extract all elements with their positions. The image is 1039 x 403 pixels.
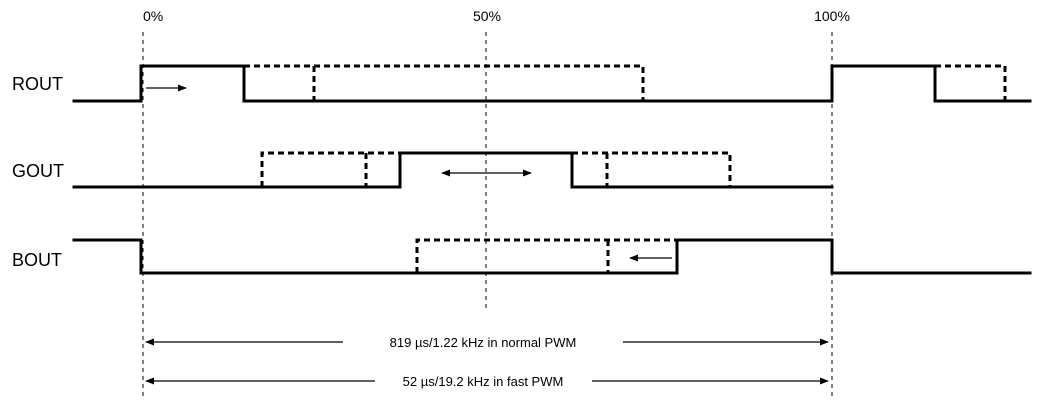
rout-waveform <box>72 64 1032 103</box>
fast-pwm-period-label: 52 µs/19.2 kHz in fast PWM <box>403 374 564 389</box>
bout-waveform <box>72 238 1032 275</box>
gout-falling-range-dashed <box>572 151 732 187</box>
gout-waveform <box>72 151 834 189</box>
signal-label-rout: ROUT <box>12 74 63 94</box>
signal-label-gout: GOUT <box>12 161 64 181</box>
signal-label-bout: BOUT <box>12 250 62 270</box>
marker-100-percent: 100% <box>814 8 850 24</box>
gout-rising-range-dashed <box>260 151 400 187</box>
normal-pwm-period-label: 819 µs/1.22 kHz in normal PWM <box>390 335 577 350</box>
rout-pulse-range-dashed <box>244 64 645 101</box>
marker-0-percent: 0% <box>143 8 163 24</box>
bout-pulse-range-dashed <box>415 238 677 273</box>
rout-next-pulse-range-dashed <box>935 64 1007 101</box>
marker-50-percent: 50% <box>473 8 501 24</box>
